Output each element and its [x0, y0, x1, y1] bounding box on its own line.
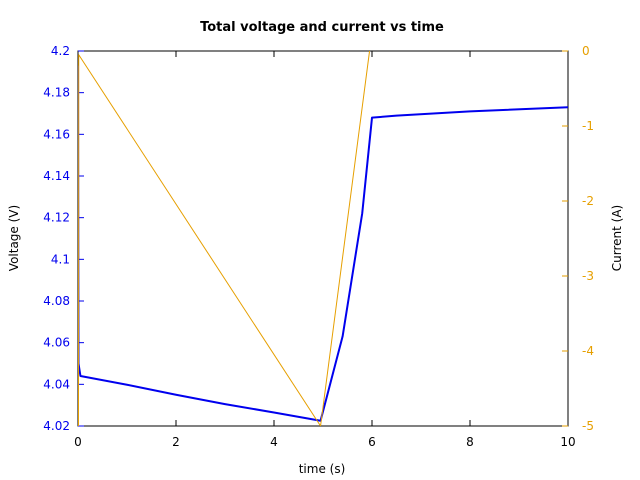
x-tick-label: 4: [270, 435, 278, 449]
x-tick-label: 6: [368, 435, 376, 449]
y2-tick-label: 0: [582, 44, 590, 58]
y-axis-ticks: 4.02 4.04 4.06 4.08 4.1 4.12 4.14 4.16 4.18 4.2: [43, 44, 84, 433]
y-tick-label: 4.12: [43, 211, 70, 225]
x-tick-label: 2: [172, 435, 180, 449]
chart-title: Total voltage and current vs time: [200, 20, 444, 35]
x-tick-label: 0: [74, 435, 82, 449]
series-group: [78, 51, 568, 426]
y-tick-label: 4.08: [43, 294, 70, 308]
y-tick-label: 4.04: [43, 377, 70, 391]
x-tick-label: 10: [560, 435, 575, 449]
y-tick-label: 4.2: [51, 44, 70, 58]
y2-tick-label: -4: [582, 344, 594, 358]
x-axis-label: time (s): [299, 462, 346, 476]
y-axis-label: Voltage (V): [7, 205, 21, 271]
y2-tick-label: -1: [582, 119, 594, 133]
x-tick-label: 8: [466, 435, 474, 449]
y-tick-label: 4.02: [43, 419, 70, 433]
y-tick-label: 4.14: [43, 169, 70, 183]
y2-axis-ticks: -5 -4 -3 -2 -1 0: [562, 44, 594, 433]
x-axis-ticks: 0 2 4 6 8 10: [74, 51, 576, 449]
y2-tick-label: -2: [582, 194, 594, 208]
current-line: [78, 51, 371, 426]
y2-tick-label: -5: [582, 419, 594, 433]
y-tick-label: 4.06: [43, 336, 70, 350]
y-tick-label: 4.1: [51, 252, 70, 266]
voltage-line: [78, 65, 568, 422]
y-tick-label: 4.16: [43, 127, 70, 141]
y2-axis-label: Current (A): [610, 205, 624, 271]
plot-area: [77, 50, 569, 427]
y-tick-label: 4.18: [43, 86, 70, 100]
y2-tick-label: -3: [582, 269, 594, 283]
